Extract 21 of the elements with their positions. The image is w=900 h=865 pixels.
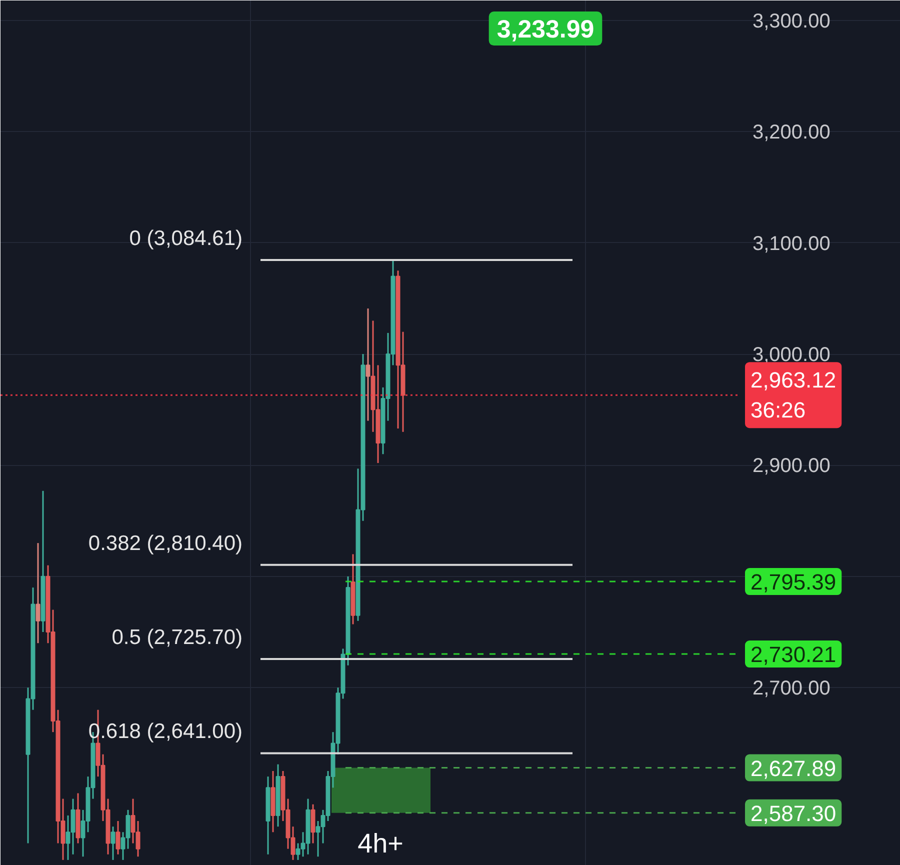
candlestick: [36, 542, 40, 644]
ref-line-label: 0 (3,084.61): [129, 226, 243, 250]
ref-line-label: 0.5 (2,725.70): [112, 626, 243, 650]
candlestick: [310, 804, 316, 844]
candlestick: [110, 826, 116, 861]
y-tick-label: 3,000.00: [752, 344, 830, 366]
ref-line-label: 2,587.30: [750, 800, 836, 826]
ref-line-label: 2,963.12 36:26: [750, 368, 836, 423]
ref-line-label: 0.382 (2,810.40): [88, 532, 243, 555]
ref-line-label: 2,627.89: [750, 756, 836, 781]
candlestick: [116, 820, 120, 856]
annotation: 3,233.99: [496, 16, 594, 44]
ref-line-label: 2,795.39: [750, 570, 836, 595]
y-tick-label: 3,100.00: [752, 232, 830, 255]
annotation: 4h+: [358, 828, 404, 858]
y-tick-label: 3,300.00: [752, 10, 830, 33]
candlestick: [366, 308, 370, 422]
ref-line-label: 2,730.21: [750, 642, 836, 668]
y-tick-label: 3,200.00: [752, 122, 830, 144]
y-tick-label: 2,900.00: [752, 455, 830, 478]
y-tick-label: 2,700.00: [752, 678, 830, 700]
